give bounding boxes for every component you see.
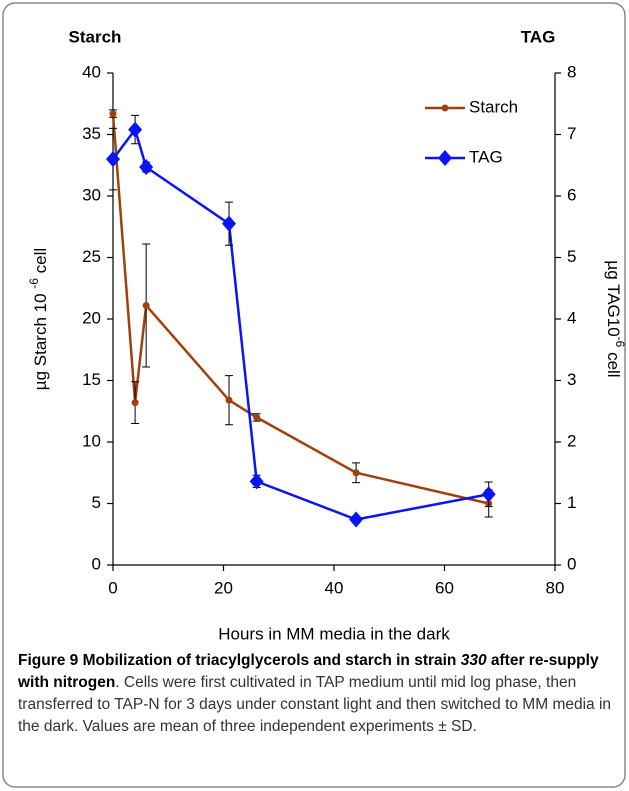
data-point — [249, 473, 264, 490]
y-tick-label: 40 — [82, 62, 101, 81]
y2-tick-label: 5 — [567, 247, 576, 266]
data-point — [131, 399, 139, 407]
y2-tick-label: 3 — [567, 370, 576, 389]
data-point — [128, 121, 143, 138]
caption-label: Figure 9 — [18, 652, 79, 669]
y-tick-label: 0 — [92, 554, 101, 573]
y-title: Starch — [69, 27, 122, 46]
caption-title: Mobilization of triacylglycerols and sta… — [78, 652, 461, 669]
legend-label: TAG — [469, 147, 503, 166]
series-line — [111, 113, 489, 505]
y2-axis-label-part: µg TAG10 — [604, 260, 623, 336]
y-tick-label: 15 — [82, 370, 101, 389]
data-point — [253, 413, 261, 421]
caption: Figure 9 Mobilization of triacylglycerol… — [18, 650, 614, 738]
y-tick-label: 20 — [82, 308, 101, 327]
caption-title: after re-supply with nitrogen — [18, 652, 599, 691]
data-point — [142, 301, 150, 309]
y2-axis-label-part: cell — [604, 347, 623, 377]
data-point — [352, 469, 360, 477]
x-tick-label: 80 — [546, 578, 565, 597]
data-point — [139, 159, 154, 176]
legend-label: Starch — [469, 97, 518, 116]
legend-marker — [438, 150, 452, 166]
caption-strain: 330 — [460, 652, 487, 669]
data-point — [349, 511, 364, 528]
y-tick-label: 30 — [82, 185, 101, 204]
y-axis-label-part: cell — [31, 248, 50, 278]
x-tick-label: 20 — [214, 578, 233, 597]
x-tick-label: 40 — [325, 578, 344, 597]
caption-text: . Cells were first cultivated in TAP med… — [18, 674, 612, 735]
y2-tick-label: 7 — [567, 124, 576, 143]
data-point — [222, 215, 237, 232]
legend-marker — [441, 104, 449, 112]
y2-tick-label: 6 — [567, 185, 576, 204]
y-axis-label-sup: -6 — [27, 278, 41, 289]
y-tick-label: 10 — [82, 431, 101, 450]
y2-tick-label: 0 — [567, 554, 576, 573]
y-tick-label: 35 — [82, 124, 101, 143]
data-point — [109, 110, 117, 118]
series-line — [111, 126, 489, 521]
x-tick-label: 0 — [108, 578, 117, 597]
y-tick-label: 5 — [92, 493, 101, 512]
data-point — [481, 486, 496, 503]
y-axis-label-part: µg Starch 10 — [31, 289, 50, 390]
y2-tick-label: 8 — [567, 62, 576, 81]
y2-title: TAG — [521, 27, 556, 46]
y2-tick-label: 4 — [567, 308, 576, 327]
y2-tick-label: 2 — [567, 431, 576, 450]
y-tick-label: 25 — [82, 247, 101, 266]
y-axis-label: µg Starch 10 -6 cell — [27, 248, 50, 390]
data-point — [106, 151, 120, 168]
y2-axis-label-sup: -6 — [613, 337, 627, 348]
x-axis-label: Hours in MM media in the dark — [218, 624, 450, 643]
y2-axis-label: µg TAG10-6 cell — [604, 260, 627, 377]
data-point — [225, 396, 233, 404]
x-tick-label: 60 — [435, 578, 454, 597]
y2-tick-label: 1 — [567, 493, 576, 512]
